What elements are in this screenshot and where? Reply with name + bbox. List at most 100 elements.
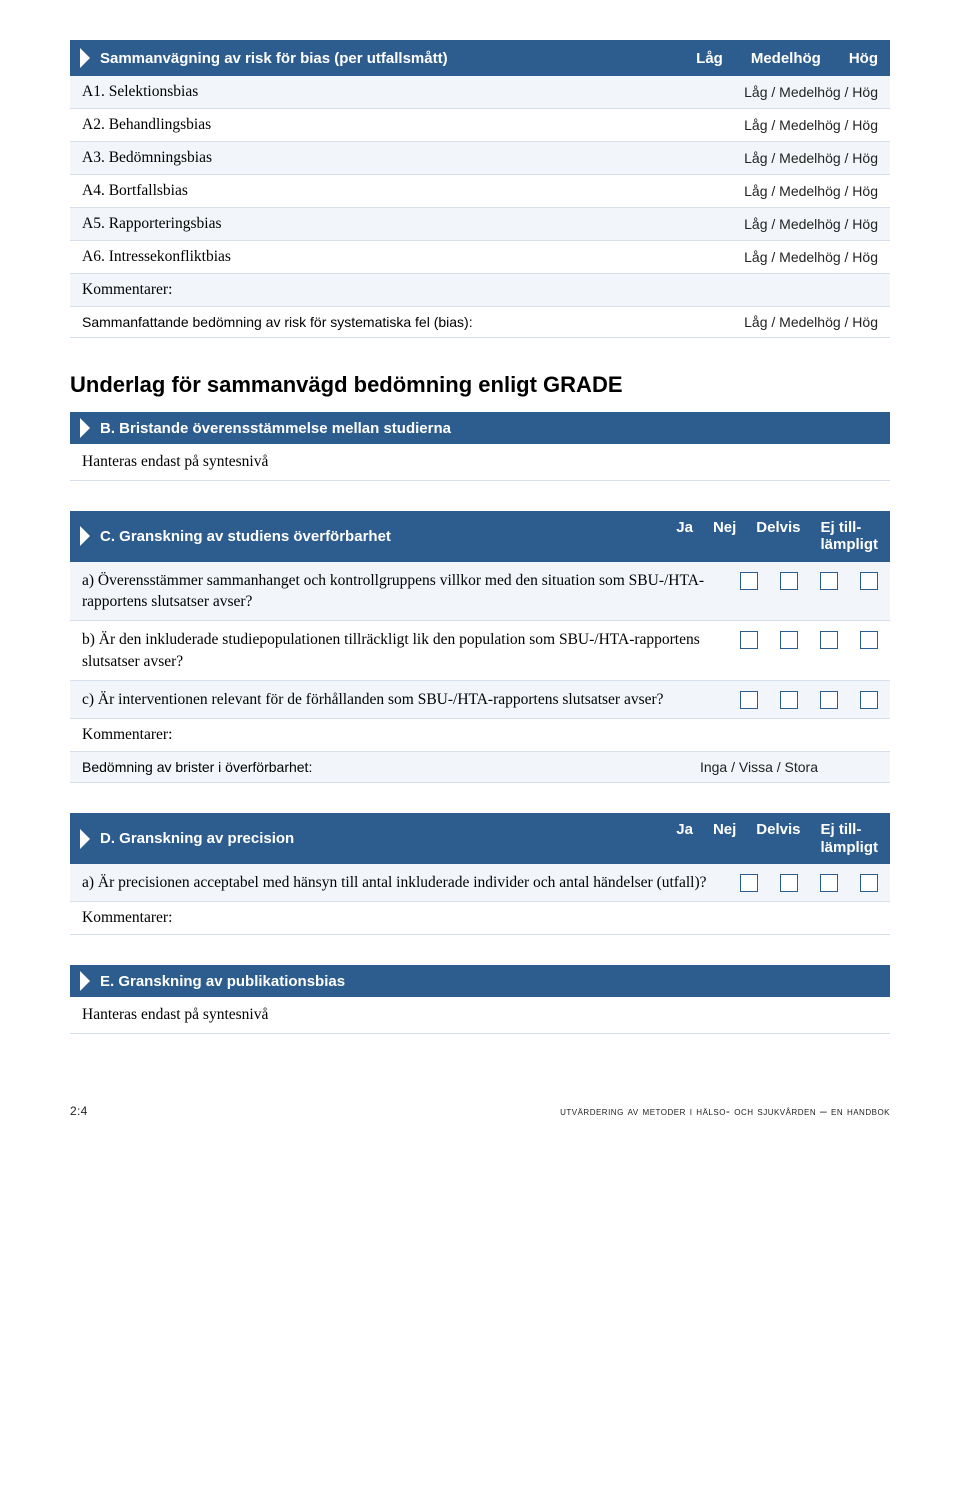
- row-label: A3. Bedömningsbias: [82, 149, 744, 167]
- col-label: Delvis: [756, 519, 800, 554]
- col-label: Ja: [676, 519, 693, 554]
- checkbox-group: [740, 570, 878, 590]
- question-row: a) Överensstämmer sammanhanget och kontr…: [70, 562, 890, 622]
- question-row: a) Är precisionen acceptabel med hänsyn …: [70, 864, 890, 902]
- checkbox-group: [740, 872, 878, 892]
- assessment-label: Bedömning av brister i överförbarhet:: [82, 759, 700, 775]
- assessment-value: Inga / Vissa / Stora: [700, 759, 818, 775]
- section-d-cols: Ja Nej Delvis Ej till- lämpligt: [676, 821, 878, 856]
- checkbox[interactable]: [740, 631, 758, 649]
- section-e-title: E. Granskning av publikationsbias: [100, 973, 878, 990]
- section-a-header: Sammanvägning av risk för bias (per utfa…: [70, 40, 890, 76]
- question-label: a) Är precisionen acceptabel med hänsyn …: [82, 872, 740, 893]
- checkbox-group: [740, 629, 878, 649]
- checkbox[interactable]: [820, 631, 838, 649]
- col-ej-line1: Ej till-: [820, 821, 861, 838]
- section-c-header: C. Granskning av studiens överförbarhet …: [70, 511, 890, 562]
- section-b-title: B. Bristande överensstämmelse mellan stu…: [100, 420, 878, 437]
- checkbox[interactable]: [860, 874, 878, 892]
- question-label: c) Är interventionen relevant för de för…: [82, 689, 740, 710]
- footer-title: utvärdering av metoder i hälso- och sjuk…: [560, 1104, 890, 1118]
- section-b-content: Hanteras endast på syntesnivå: [70, 444, 890, 481]
- section-c-cols: Ja Nej Delvis Ej till- lämpligt: [676, 519, 878, 554]
- chevron-right-icon: [80, 971, 90, 991]
- page-footer: 2:4 utvärdering av metoder i hälso- och …: [70, 1104, 890, 1118]
- checkbox[interactable]: [740, 572, 758, 590]
- chevron-right-icon: [80, 829, 90, 849]
- col-label: Ej till- lämpligt: [820, 519, 878, 554]
- question-label: b) Är den inkluderade studiepopulationen…: [82, 629, 740, 672]
- table-row: A3. Bedömningsbias Låg / Medelhög / Hög: [70, 142, 890, 175]
- section-a: Sammanvägning av risk för bias (per utfa…: [70, 40, 890, 338]
- chevron-right-icon: [80, 48, 90, 68]
- checkbox[interactable]: [780, 572, 798, 590]
- summary-row: Sammanfattande bedömning av risk för sys…: [70, 307, 890, 338]
- table-row: A5. Rapporteringsbias Låg / Medelhög / H…: [70, 208, 890, 241]
- row-value: Låg / Medelhög / Hög: [744, 84, 878, 100]
- section-d-title: D. Granskning av precision: [100, 830, 656, 847]
- section-d-header: D. Granskning av precision Ja Nej Delvis…: [70, 813, 890, 864]
- table-row: A6. Intressekonfliktbias Låg / Medelhög …: [70, 241, 890, 274]
- col-ej-line2: lämpligt: [820, 839, 878, 856]
- row-label: A4. Bortfallsbias: [82, 182, 744, 200]
- question-label: a) Överensstämmer sammanhanget och kontr…: [82, 570, 740, 613]
- page-number: 2:4: [70, 1104, 88, 1118]
- comments-row: Kommentarer:: [70, 902, 890, 935]
- checkbox[interactable]: [780, 874, 798, 892]
- section-a-cols: Låg Medelhög Hög: [696, 50, 878, 67]
- col-ej-line2: lämpligt: [820, 536, 878, 553]
- comments-row: Kommentarer:: [70, 274, 890, 307]
- table-row: A4. Bortfallsbias Låg / Medelhög / Hög: [70, 175, 890, 208]
- section-e-header: E. Granskning av publikationsbias: [70, 965, 890, 997]
- col-label: Nej: [713, 821, 736, 856]
- section-b-header: B. Bristande överensstämmelse mellan stu…: [70, 412, 890, 444]
- checkbox[interactable]: [780, 691, 798, 709]
- summary-value: Låg / Medelhög / Hög: [744, 314, 878, 330]
- checkbox[interactable]: [860, 572, 878, 590]
- checkbox[interactable]: [740, 691, 758, 709]
- checkbox[interactable]: [820, 874, 838, 892]
- row-value: Låg / Medelhög / Hög: [744, 150, 878, 166]
- comments-label: Kommentarer:: [82, 909, 878, 927]
- section-d: D. Granskning av precision Ja Nej Delvis…: [70, 813, 890, 935]
- checkbox[interactable]: [820, 691, 838, 709]
- row-label: A2. Behandlingsbias: [82, 116, 744, 134]
- section-e: E. Granskning av publikationsbias Hanter…: [70, 965, 890, 1034]
- grade-heading: Underlag för sammanvägd bedömning enligt…: [70, 372, 890, 398]
- section-b: B. Bristande överensstämmelse mellan stu…: [70, 412, 890, 481]
- summary-label: Sammanfattande bedömning av risk för sys…: [82, 314, 744, 330]
- checkbox[interactable]: [740, 874, 758, 892]
- row-value: Låg / Medelhög / Hög: [744, 249, 878, 265]
- row-value: Låg / Medelhög / Hög: [744, 183, 878, 199]
- section-a-title: Sammanvägning av risk för bias (per utfa…: [100, 50, 676, 67]
- col-label: Ja: [676, 821, 693, 856]
- checkbox[interactable]: [860, 631, 878, 649]
- row-value: Låg / Medelhög / Hög: [744, 216, 878, 232]
- section-c: C. Granskning av studiens överförbarhet …: [70, 511, 890, 783]
- col-label: Låg: [696, 50, 723, 67]
- question-row: b) Är den inkluderade studiepopulationen…: [70, 621, 890, 681]
- checkbox[interactable]: [860, 691, 878, 709]
- section-e-content: Hanteras endast på syntesnivå: [70, 997, 890, 1034]
- row-label: A6. Intressekonfliktbias: [82, 248, 744, 266]
- comments-label: Kommentarer:: [82, 726, 878, 744]
- col-label: Nej: [713, 519, 736, 554]
- question-row: c) Är interventionen relevant för de för…: [70, 681, 890, 719]
- col-label: Delvis: [756, 821, 800, 856]
- row-label: A1. Selektionsbias: [82, 83, 744, 101]
- assessment-row: Bedömning av brister i överförbarhet: In…: [70, 752, 890, 783]
- col-label: Medelhög: [751, 50, 821, 67]
- checkbox[interactable]: [820, 572, 838, 590]
- section-c-title: C. Granskning av studiens överförbarhet: [100, 528, 656, 545]
- checkbox[interactable]: [780, 631, 798, 649]
- chevron-right-icon: [80, 526, 90, 546]
- checkbox-group: [740, 689, 878, 709]
- col-label: Hög: [849, 50, 878, 67]
- table-row: A2. Behandlingsbias Låg / Medelhög / Hög: [70, 109, 890, 142]
- col-ej-line1: Ej till-: [820, 519, 861, 536]
- col-label: Ej till- lämpligt: [820, 821, 878, 856]
- comments-row: Kommentarer:: [70, 719, 890, 752]
- comments-label: Kommentarer:: [82, 281, 878, 299]
- table-row: A1. Selektionsbias Låg / Medelhög / Hög: [70, 76, 890, 109]
- row-value: Låg / Medelhög / Hög: [744, 117, 878, 133]
